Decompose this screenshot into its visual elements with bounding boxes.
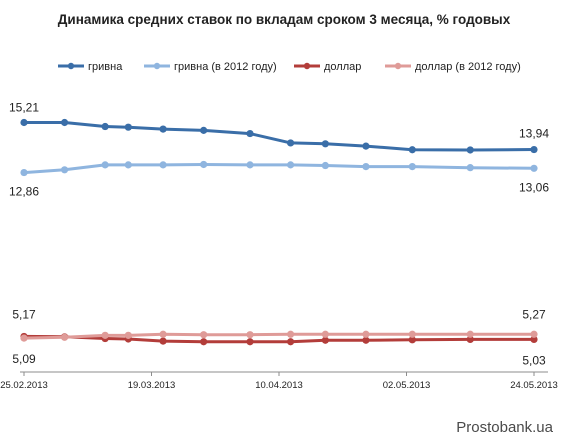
- data-point: [466, 146, 474, 154]
- data-label: 12,86: [9, 185, 39, 199]
- legend-item-2: гривна (в 2012 году): [144, 61, 277, 73]
- data-point: [362, 142, 370, 150]
- data-point: [321, 330, 329, 338]
- data-label: 5,09: [12, 352, 36, 366]
- data-point: [530, 164, 538, 172]
- data-labels: 15,21 13,94 12,86 13,06 5,17 5,03 5,09 5,27: [9, 100, 549, 367]
- series-line: [24, 121, 535, 152]
- data-point: [159, 161, 167, 169]
- watermark: Prostobank.ua: [456, 419, 553, 436]
- legend-swatch-marker: [67, 62, 75, 70]
- data-label: 5,27: [522, 307, 546, 321]
- data-point: [362, 162, 370, 171]
- data-point: [20, 168, 28, 177]
- data-point: [124, 331, 132, 339]
- data-point: [362, 336, 370, 344]
- series-line: [23, 334, 534, 344]
- data-point: [246, 338, 254, 346]
- data-point: [408, 162, 416, 171]
- legend-label: гривна (в 2012 году): [174, 61, 277, 73]
- x-tick-label: 19.03.2013: [128, 380, 176, 391]
- data-point: [408, 336, 416, 344]
- data-point: [200, 160, 208, 169]
- series-line: [23, 163, 535, 175]
- legend-label: гривна: [88, 61, 123, 73]
- data-label: 15,21: [9, 100, 39, 114]
- data-point: [20, 334, 28, 342]
- data-point: [60, 333, 69, 341]
- x-tick-label: 25.02.2013: [0, 380, 48, 391]
- x-tick-label: 02.05.2013: [383, 380, 431, 391]
- data-point: [466, 330, 474, 338]
- series-4: [20, 330, 538, 342]
- x-tick-label: 24.05.2013: [510, 380, 558, 391]
- x-tick-label: 10.04.2013: [255, 380, 303, 391]
- data-point: [530, 330, 538, 338]
- data-label: 13,94: [519, 127, 549, 141]
- data-point: [286, 338, 295, 346]
- data-point: [20, 118, 28, 127]
- data-point: [286, 161, 295, 169]
- legend-label: доллар (в 2012 году): [415, 61, 521, 73]
- data-point: [101, 161, 109, 169]
- data-point: [159, 125, 167, 133]
- series-group: [20, 118, 538, 346]
- series-2: [20, 160, 538, 177]
- data-label: 5,03: [522, 353, 546, 367]
- data-label: 13,06: [519, 180, 549, 194]
- legend-swatch-marker: [153, 62, 161, 70]
- legend-swatch-marker: [303, 62, 311, 70]
- data-point: [246, 331, 254, 339]
- data-point: [530, 335, 538, 343]
- data-point: [321, 140, 329, 148]
- data-point: [530, 145, 538, 154]
- data-point: [362, 330, 370, 338]
- data-point: [101, 122, 109, 131]
- chart-title: Динамика средних ставок по вкладам сроко…: [58, 12, 511, 27]
- data-point: [466, 335, 474, 343]
- series-1: [20, 118, 538, 154]
- data-label: 5,17: [12, 307, 36, 321]
- data-point: [466, 164, 474, 172]
- legend-item-3: доллар: [294, 61, 361, 73]
- data-point: [286, 330, 295, 338]
- data-point: [124, 123, 132, 131]
- legend-label: доллар: [324, 61, 361, 73]
- legend-swatch-marker: [394, 62, 402, 70]
- data-point: [60, 118, 69, 127]
- legend: гривна гривна (в 2012 году) доллар доллар (…: [58, 61, 521, 73]
- data-point: [200, 126, 208, 134]
- data-point: [200, 338, 208, 346]
- data-point: [408, 146, 416, 154]
- data-point: [159, 330, 167, 338]
- data-point: [321, 161, 329, 170]
- legend-item-1: гривна: [58, 61, 123, 73]
- data-point: [408, 330, 416, 338]
- data-point: [246, 161, 254, 169]
- data-point: [101, 331, 109, 339]
- data-point: [124, 161, 132, 169]
- data-point: [246, 129, 254, 138]
- data-point: [321, 336, 329, 344]
- data-point: [200, 331, 208, 339]
- data-point: [286, 139, 295, 147]
- legend-item-4: доллар (в 2012 году): [385, 61, 521, 73]
- data-point: [60, 166, 69, 174]
- x-axis-ticks: 25.02.2013 19.03.2013 10.04.2013 02.05.2013…: [0, 372, 558, 391]
- data-point: [159, 337, 167, 345]
